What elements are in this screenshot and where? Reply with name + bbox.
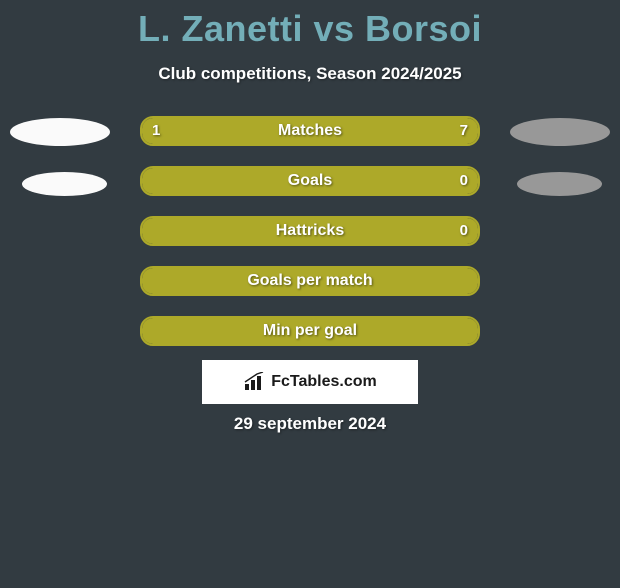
fctables-logo: FcTables.com xyxy=(243,372,377,392)
stat-bar-hattricks: 0Hattricks xyxy=(140,216,480,246)
logo-text: FcTables.com xyxy=(271,373,377,391)
bar-label: Goals xyxy=(142,172,478,190)
page-title: L. Zanetti vs Borsoi xyxy=(0,8,620,50)
stat-bars: 17Matches 0Goals 0Hattricks Goals per match… xyxy=(140,116,480,366)
right-blob-2 xyxy=(517,172,602,196)
logo-box: FcTables.com xyxy=(202,360,418,404)
right-blob-1 xyxy=(510,118,610,146)
stat-bar-goals: 0Goals xyxy=(140,166,480,196)
left-blob-1 xyxy=(10,118,110,146)
bars-icon xyxy=(243,372,267,392)
stat-bar-goals-per-match: Goals per match xyxy=(140,266,480,296)
bar-label: Goals per match xyxy=(142,272,478,290)
subtitle: Club competitions, Season 2024/2025 xyxy=(0,64,620,84)
comparison-chart: 17Matches 0Goals 0Hattricks Goals per match… xyxy=(0,116,620,366)
stat-bar-min-per-goal: Min per goal xyxy=(140,316,480,346)
bar-label: Matches xyxy=(142,122,478,140)
bar-label: Hattricks xyxy=(142,222,478,240)
left-blob-2 xyxy=(22,172,107,196)
bar-label: Min per goal xyxy=(142,322,478,340)
stat-bar-matches: 17Matches xyxy=(140,116,480,146)
snapshot-date: 29 september 2024 xyxy=(0,414,620,434)
